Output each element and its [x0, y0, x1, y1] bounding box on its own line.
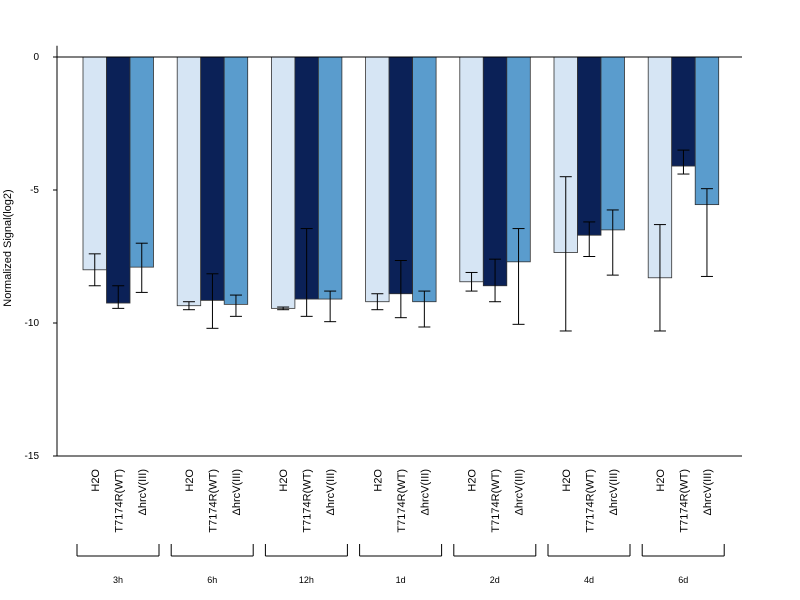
bar [129, 56, 154, 268]
category-label: H2O [184, 469, 196, 492]
group-bracket [547, 544, 631, 557]
category-label: ΔhrcV(III) [325, 469, 337, 515]
error-bar [324, 290, 337, 323]
bar [317, 56, 343, 300]
bar [200, 56, 225, 301]
error-bar [300, 228, 313, 317]
category-label: T7174R(WT) [490, 469, 502, 533]
error-bar [677, 149, 690, 175]
bar [106, 56, 131, 304]
y-tick-label: 0 [33, 52, 39, 63]
category-label: H2O [90, 469, 102, 492]
bar [600, 56, 625, 231]
category-label: T7174R(WT) [584, 469, 596, 533]
group-bracket [76, 544, 160, 557]
error-bar [559, 176, 572, 332]
labels-layer: 0 -5 -10 -15 H2O T7174R(WT) ΔhrcV(III) 3h H2O T71… [25, 52, 714, 585]
error-bar [182, 301, 195, 311]
error-bar [465, 271, 478, 292]
group-label: 2d [490, 575, 500, 585]
error-bar [371, 293, 384, 311]
group-bracket [170, 544, 254, 557]
category-label: T7174R(WT) [113, 469, 125, 533]
y-axis-title: Normalized Signal(log2) [2, 189, 14, 306]
bar [482, 56, 508, 287]
category-label: H2O [372, 469, 384, 492]
error-bar [583, 221, 596, 257]
bar [459, 56, 484, 283]
category-label: ΔhrcV(III) [137, 469, 149, 515]
bar [577, 56, 602, 236]
error-bar [700, 188, 713, 277]
group-label: 1d [396, 575, 406, 585]
category-label: ΔhrcV(III) [702, 469, 714, 515]
category-label: ΔhrcV(III) [419, 469, 431, 515]
y-tick-label: -15 [25, 451, 40, 462]
error-bar [88, 253, 101, 287]
error-bar [394, 259, 407, 319]
category-label: ΔhrcV(III) [608, 469, 620, 515]
y-tick-label: -10 [25, 318, 40, 329]
category-label: T7174R(WT) [302, 469, 314, 533]
bar [365, 56, 390, 303]
error-bar [206, 273, 219, 329]
bars-layer [82, 56, 720, 309]
category-label: H2O [655, 469, 667, 492]
group-label: 6h [207, 575, 217, 585]
bar [270, 56, 296, 309]
category-label: T7174R(WT) [396, 469, 408, 533]
bar [694, 56, 720, 206]
error-bars-layer [88, 149, 713, 332]
error-bar [229, 294, 242, 317]
bar [223, 56, 249, 305]
group-label: 3h [113, 575, 123, 585]
bar [388, 56, 414, 295]
error-bar [606, 209, 619, 276]
group-bracket [359, 544, 443, 557]
bar [412, 56, 437, 303]
error-bar [135, 242, 148, 293]
category-label: H2O [278, 469, 290, 492]
group-bracket [264, 544, 348, 557]
y-tick-label: -5 [30, 185, 39, 196]
group-bracket [641, 544, 725, 557]
error-bar [512, 228, 525, 325]
category-label: T7174R(WT) [207, 469, 219, 533]
bar [82, 56, 107, 271]
error-bar [277, 306, 290, 311]
group-label: 12h [299, 575, 314, 585]
error-bar [418, 290, 431, 328]
group-label: 4d [584, 575, 594, 585]
group-label: 6d [678, 575, 688, 585]
bar [176, 56, 202, 307]
category-label: H2O [467, 469, 479, 492]
category-label: ΔhrcV(III) [231, 469, 243, 515]
category-label: T7174R(WT) [678, 469, 690, 533]
axes-layer [53, 45, 742, 557]
error-bar [489, 258, 502, 303]
error-bar [653, 224, 666, 332]
category-label: ΔhrcV(III) [514, 469, 526, 515]
category-label: H2O [561, 469, 573, 492]
group-bracket [453, 544, 537, 557]
error-bar [112, 285, 125, 309]
